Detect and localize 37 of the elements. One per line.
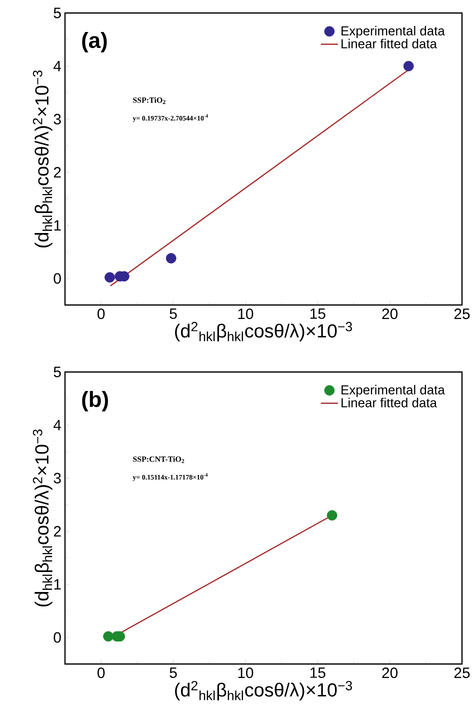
x-tick-label: 0 bbox=[98, 668, 105, 678]
y-tick-label: 4 bbox=[54, 420, 62, 430]
x-axis-title: (d$^{2}$$_{hkl}$β$_{hkl}$cosθ/λ)×10$^{−3}$ bbox=[175, 680, 352, 700]
point bbox=[404, 60, 414, 72]
x-tick-label: 10 bbox=[238, 308, 254, 320]
legend-label: Linear fitted data bbox=[342, 398, 438, 408]
y-axis-title: (d$_{hkl}$β$_{hkl}$cosθ/λ)$^{2}$×10$^{−3}$ bbox=[33, 429, 53, 606]
x-axis-title: (d$^{2}$$_{hkl}$β$_{hkl}$cosθ/λ)×10$^{−3}$ bbox=[175, 322, 352, 342]
y-tick-label: 0 bbox=[54, 632, 62, 643]
point bbox=[166, 253, 176, 264]
x-tick-label: 25 bbox=[454, 668, 470, 678]
annotation: (a) bbox=[82, 32, 107, 52]
legend-label: Experimental data bbox=[342, 26, 446, 38]
x-tick-label: 10 bbox=[238, 668, 254, 678]
y-tick-label: 4 bbox=[54, 60, 62, 72]
y-tick-label: 5 bbox=[54, 8, 62, 18]
y-tick-label: 5 bbox=[54, 366, 62, 378]
x-tick-label: 15 bbox=[310, 668, 326, 678]
x-tick-label: 20 bbox=[382, 668, 398, 678]
x-tick-label: 15 bbox=[310, 308, 326, 319]
y-tick-label: 2 bbox=[54, 167, 61, 178]
x-tick-label: 20 bbox=[382, 308, 398, 320]
y-tick-label: 1 bbox=[54, 579, 61, 590]
annotation: (b) bbox=[82, 390, 108, 412]
y-tick-label: 1 bbox=[54, 220, 61, 230]
legend-label: Linear fitted data bbox=[342, 38, 438, 48]
x-tick-label: 5 bbox=[170, 308, 177, 319]
point bbox=[104, 272, 116, 283]
legend-label: Experimental data bbox=[342, 384, 446, 398]
y-tick-label: 0 bbox=[54, 273, 62, 284]
y-tick-label: 3 bbox=[54, 472, 62, 484]
y-tick-label: 3 bbox=[54, 114, 62, 124]
x-tick-label: 0 bbox=[98, 308, 105, 320]
x-tick-label: 25 bbox=[454, 308, 470, 320]
y-tick-label: 2 bbox=[54, 526, 61, 536]
y-axis-title: (d$_{hkl}$β$_{hkl}$cosθ/λ)$^{2}$×10$^{−3}$ bbox=[33, 70, 53, 248]
x-tick-label: 5 bbox=[170, 668, 177, 678]
